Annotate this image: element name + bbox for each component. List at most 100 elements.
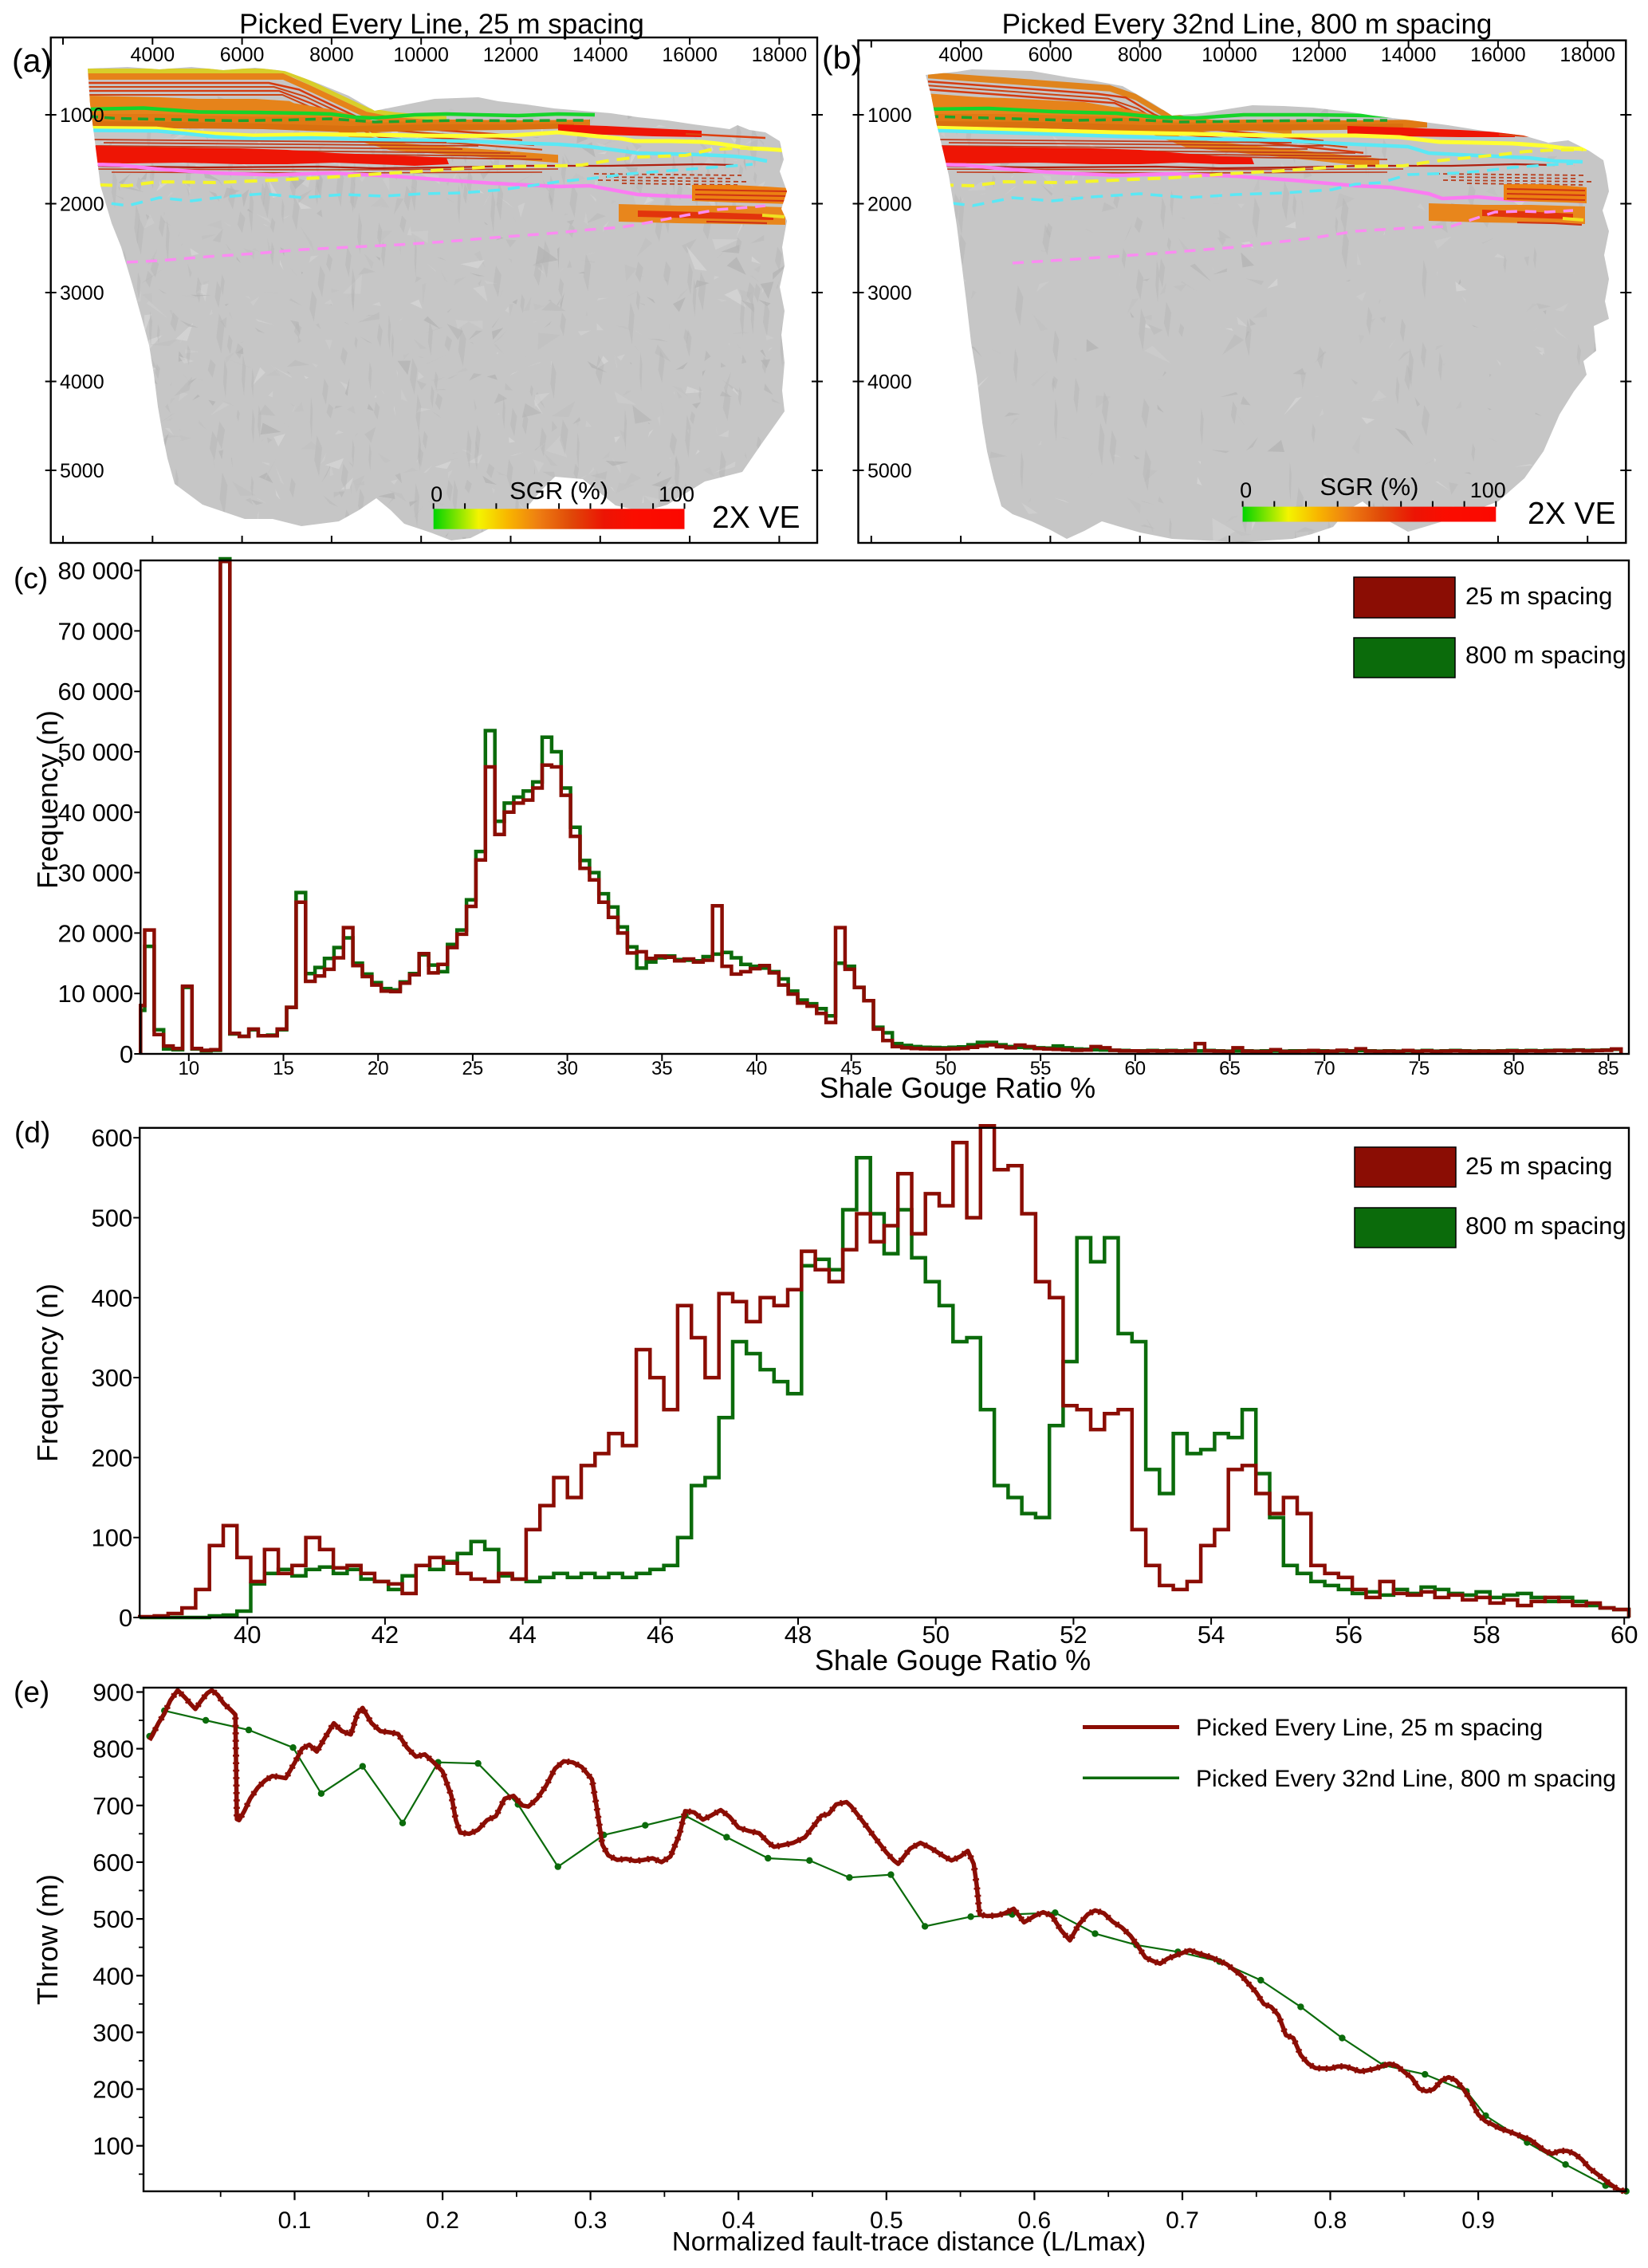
svg-text:(e): (e) xyxy=(14,1676,49,1708)
svg-text:30 000: 30 000 xyxy=(57,859,133,887)
svg-text:0.3: 0.3 xyxy=(574,2207,608,2234)
svg-text:6000: 6000 xyxy=(1029,44,1073,66)
svg-text:Shale Gouge Ratio %: Shale Gouge Ratio % xyxy=(815,1644,1091,1676)
svg-text:10: 10 xyxy=(178,1058,199,1079)
svg-text:40: 40 xyxy=(746,1058,768,1079)
svg-text:58: 58 xyxy=(1473,1621,1500,1649)
svg-text:Frequency (n): Frequency (n) xyxy=(31,1283,64,1462)
svg-text:10000: 10000 xyxy=(1202,44,1257,66)
svg-text:SGR (%): SGR (%) xyxy=(509,477,608,505)
svg-text:0.6: 0.6 xyxy=(1018,2207,1052,2234)
svg-text:14000: 14000 xyxy=(1381,44,1437,66)
svg-text:60: 60 xyxy=(1124,1058,1146,1079)
svg-text:60 000: 60 000 xyxy=(57,678,133,706)
svg-text:50: 50 xyxy=(922,1621,949,1649)
svg-text:15: 15 xyxy=(273,1058,294,1079)
svg-text:14000: 14000 xyxy=(572,44,628,66)
svg-text:40 000: 40 000 xyxy=(57,799,133,827)
svg-text:10000: 10000 xyxy=(393,44,449,66)
svg-text:(a): (a) xyxy=(12,42,52,79)
svg-text:20 000: 20 000 xyxy=(57,919,133,947)
svg-text:1000: 1000 xyxy=(867,104,912,127)
svg-text:2X VE: 2X VE xyxy=(1528,497,1616,531)
svg-text:60: 60 xyxy=(1611,1621,1638,1649)
svg-text:30: 30 xyxy=(557,1058,578,1079)
svg-text:54: 54 xyxy=(1198,1621,1225,1649)
svg-text:0: 0 xyxy=(431,482,442,506)
svg-text:Picked Every Line, 25 m spacin: Picked Every Line, 25 m spacing xyxy=(1196,1715,1543,1741)
svg-text:10 000: 10 000 xyxy=(57,980,133,1008)
svg-text:0.4: 0.4 xyxy=(722,2207,755,2234)
svg-text:800: 800 xyxy=(92,1735,134,1763)
svg-text:(c): (c) xyxy=(14,562,48,595)
svg-text:0.5: 0.5 xyxy=(870,2207,903,2234)
svg-text:Picked Every 32nd Line, 800 m: Picked Every 32nd Line, 800 m spacing xyxy=(1002,9,1493,40)
svg-text:4000: 4000 xyxy=(60,371,104,394)
svg-text:Normalized fault-trace distanc: Normalized fault-trace distance (L/Lmax) xyxy=(672,2227,1146,2256)
svg-text:0.8: 0.8 xyxy=(1314,2207,1347,2234)
svg-text:70: 70 xyxy=(1314,1058,1335,1079)
svg-text:100: 100 xyxy=(92,2132,134,2160)
svg-text:70 000: 70 000 xyxy=(57,617,133,645)
svg-text:45: 45 xyxy=(840,1058,862,1079)
svg-text:1000: 1000 xyxy=(60,104,104,127)
svg-text:0: 0 xyxy=(1240,478,1252,502)
svg-text:5000: 5000 xyxy=(60,460,104,482)
svg-text:75: 75 xyxy=(1409,1058,1430,1079)
svg-text:16000: 16000 xyxy=(1470,44,1526,66)
svg-text:400: 400 xyxy=(91,1284,132,1312)
svg-text:25 m spacing: 25 m spacing xyxy=(1465,582,1612,610)
svg-text:35: 35 xyxy=(651,1058,673,1079)
svg-text:200: 200 xyxy=(92,2076,134,2104)
svg-text:25: 25 xyxy=(462,1058,484,1079)
svg-text:100: 100 xyxy=(91,1524,132,1552)
svg-text:0.1: 0.1 xyxy=(278,2207,312,2234)
svg-text:85: 85 xyxy=(1598,1058,1619,1079)
svg-text:80 000: 80 000 xyxy=(57,557,133,585)
svg-text:50 000: 50 000 xyxy=(57,738,133,766)
svg-text:65: 65 xyxy=(1219,1058,1241,1079)
svg-text:4000: 4000 xyxy=(867,371,912,394)
svg-text:3000: 3000 xyxy=(60,282,104,305)
svg-text:0.7: 0.7 xyxy=(1166,2207,1199,2234)
svg-text:80: 80 xyxy=(1503,1058,1524,1079)
svg-text:6000: 6000 xyxy=(220,44,265,66)
svg-text:20: 20 xyxy=(368,1058,389,1079)
svg-text:18000: 18000 xyxy=(752,44,808,66)
svg-text:12000: 12000 xyxy=(1292,44,1347,66)
svg-text:(d): (d) xyxy=(14,1116,50,1149)
svg-text:0.9: 0.9 xyxy=(1461,2207,1495,2234)
svg-text:44: 44 xyxy=(509,1621,536,1649)
svg-text:300: 300 xyxy=(91,1364,132,1392)
svg-text:4000: 4000 xyxy=(130,44,175,66)
svg-text:56: 56 xyxy=(1335,1621,1363,1649)
svg-text:100: 100 xyxy=(1470,478,1506,502)
svg-text:2X VE: 2X VE xyxy=(712,501,800,535)
svg-text:4000: 4000 xyxy=(938,44,983,66)
svg-text:(b): (b) xyxy=(822,39,862,76)
svg-text:Picked Every 32nd Line, 800 m: Picked Every 32nd Line, 800 m spacing xyxy=(1196,1766,1616,1792)
svg-text:2000: 2000 xyxy=(867,194,912,216)
svg-text:52: 52 xyxy=(1060,1621,1087,1649)
svg-text:600: 600 xyxy=(92,1849,134,1877)
svg-text:18000: 18000 xyxy=(1560,44,1615,66)
svg-text:12000: 12000 xyxy=(483,44,539,66)
svg-text:0: 0 xyxy=(120,1040,133,1068)
svg-text:900: 900 xyxy=(92,1679,134,1707)
svg-text:2000: 2000 xyxy=(60,194,104,216)
svg-text:500: 500 xyxy=(91,1205,132,1232)
svg-text:800 m spacing: 800 m spacing xyxy=(1465,1212,1626,1240)
svg-text:200: 200 xyxy=(91,1444,132,1472)
svg-text:55: 55 xyxy=(1030,1058,1052,1079)
svg-text:Frequency (n): Frequency (n) xyxy=(31,710,64,889)
svg-text:500: 500 xyxy=(92,1905,134,1933)
svg-text:800 m spacing: 800 m spacing xyxy=(1465,641,1626,669)
svg-text:46: 46 xyxy=(647,1621,674,1649)
svg-text:42: 42 xyxy=(372,1621,399,1649)
svg-text:SGR (%): SGR (%) xyxy=(1320,473,1418,501)
svg-text:50: 50 xyxy=(935,1058,957,1079)
svg-text:0.2: 0.2 xyxy=(426,2207,459,2234)
svg-text:25 m spacing: 25 m spacing xyxy=(1465,1152,1612,1180)
svg-text:Throw (m): Throw (m) xyxy=(31,1874,64,2005)
svg-text:16000: 16000 xyxy=(662,44,718,66)
